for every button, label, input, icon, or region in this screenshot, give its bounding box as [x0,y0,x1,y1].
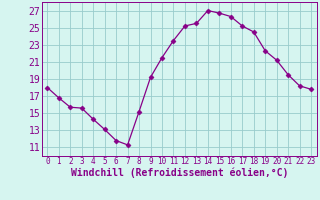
X-axis label: Windchill (Refroidissement éolien,°C): Windchill (Refroidissement éolien,°C) [70,168,288,178]
